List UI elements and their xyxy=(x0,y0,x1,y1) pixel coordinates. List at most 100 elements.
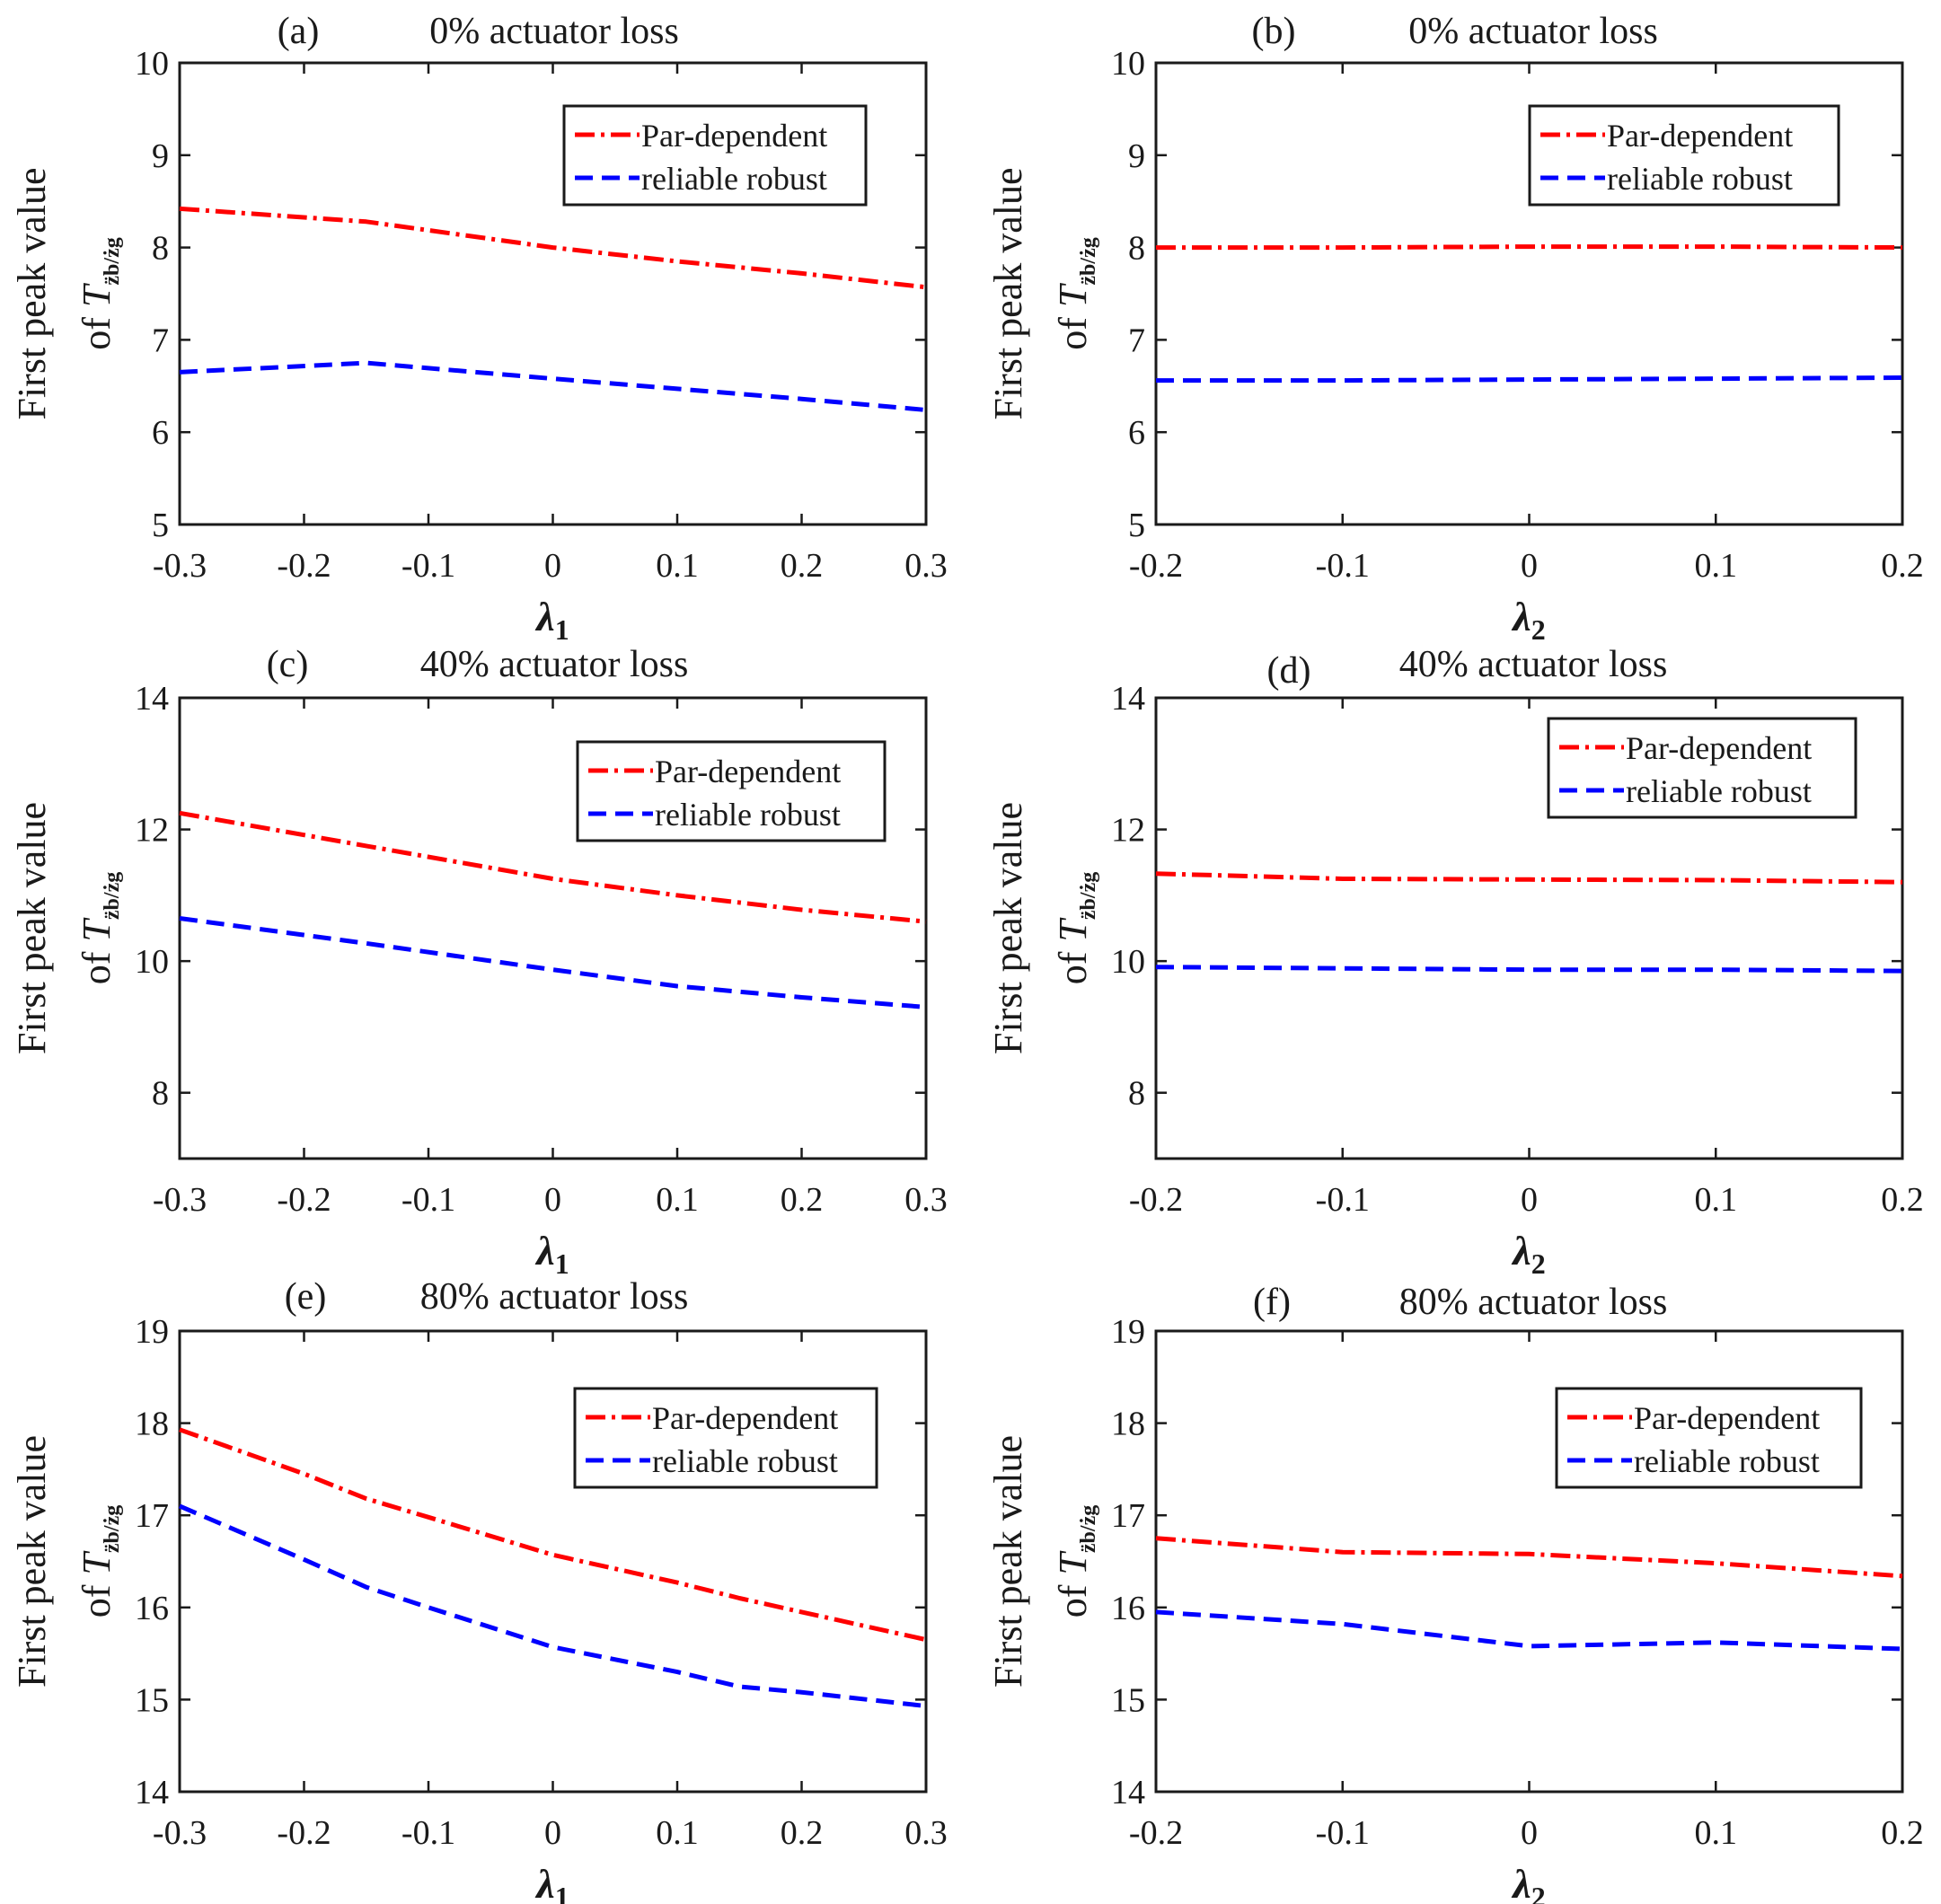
legend: Par-dependent reliable robust xyxy=(1555,1387,1863,1489)
chart-panel-3: -0.3 -0.2 -0.1 0 0.1 0.2 0.3 8 10 12 14 Par-depende… xyxy=(10,644,948,1280)
y-tick-label: 17 xyxy=(135,1497,169,1535)
par-dependent-line xyxy=(1156,244,1903,251)
y-tick-label: 8 xyxy=(1128,1075,1145,1113)
x-tick-label: -0.2 xyxy=(277,1814,331,1852)
x-tick-label: -0.3 xyxy=(153,1181,207,1219)
legend-label: reliable robust xyxy=(1607,161,1793,197)
x-axis-label: λ1 xyxy=(534,1861,569,1904)
x-tick-label: -0.1 xyxy=(1316,547,1370,585)
x-tick-label: 0.1 xyxy=(1695,1814,1738,1852)
reliable-robust-line xyxy=(179,916,927,1009)
y-tick-label: 14 xyxy=(1111,1774,1145,1811)
y-axis-label-prefix: of xyxy=(75,1575,119,1618)
panel-title: 0% actuator loss xyxy=(429,11,679,52)
legend-label: Par-dependent xyxy=(1634,1400,1820,1436)
x-tick-label: 0 xyxy=(1521,1814,1538,1852)
y-tick-label: 9 xyxy=(152,137,169,175)
y-tick-label: 18 xyxy=(1111,1406,1145,1443)
reliable-robust-line xyxy=(1156,375,1903,383)
lambda-symbol: λ xyxy=(1511,1861,1531,1904)
lambda-subscript: 1 xyxy=(555,1247,569,1280)
y-tick-label: 10 xyxy=(1111,45,1145,83)
x-tick-label: 0.2 xyxy=(781,1181,824,1219)
panel-letter: (e) xyxy=(285,1276,327,1318)
y-tick-label: 10 xyxy=(135,45,169,83)
panel-title: 80% actuator loss xyxy=(1399,1282,1668,1323)
chart-panel-1: -0.3 -0.2 -0.1 0 0.1 0.2 0.3 5 6 7 8 9 10 Par-depende… xyxy=(10,11,948,646)
y-tick-label: 14 xyxy=(1111,680,1145,718)
legend-label: reliable robust xyxy=(652,1443,838,1479)
legend-box xyxy=(562,104,868,207)
y-tick-label: 18 xyxy=(135,1406,169,1443)
x-tick-label: 0.1 xyxy=(1695,1181,1738,1219)
legend-label: Par-dependent xyxy=(652,1400,838,1436)
y-tick-label: 19 xyxy=(135,1313,169,1351)
x-tick-label: 0 xyxy=(544,547,561,585)
legend: Par-dependent reliable robust xyxy=(562,104,868,207)
chart-panel-6: -0.2 -0.1 0 0.1 0.2 14 15 16 17 18 19 Par-dependent… xyxy=(986,1282,1924,1904)
par-dependent-line xyxy=(179,1427,927,1643)
x-axis-label: λ2 xyxy=(1511,1228,1545,1280)
legend: Par-dependent reliable robust xyxy=(1547,717,1857,819)
y-axis-label-prefix: of xyxy=(75,307,119,350)
x-tick-label: 0.2 xyxy=(1881,1814,1924,1852)
y-tick-label: 9 xyxy=(1128,137,1145,175)
x-tick-label: 0 xyxy=(1521,1181,1538,1219)
legend-box xyxy=(1528,104,1840,207)
lambda-subscript: 1 xyxy=(555,1881,569,1904)
y-axis-label-subscript: z̈b/żg xyxy=(101,1505,124,1553)
x-tick-label: 0.1 xyxy=(656,1814,699,1852)
y-tick-label: 16 xyxy=(135,1590,169,1627)
x-tick-label: -0.1 xyxy=(401,1814,455,1852)
y-axis-label-line1: First peak value xyxy=(10,802,54,1054)
y-tick-label: 15 xyxy=(135,1681,169,1719)
lambda-subscript: 2 xyxy=(1531,1247,1546,1280)
panel-letter: (c) xyxy=(267,644,309,685)
y-tick-label: 5 xyxy=(1128,507,1145,544)
y-axis-label-symbol: T xyxy=(1051,1550,1095,1575)
y-tick-label: 19 xyxy=(1111,1313,1145,1351)
x-tick-label: 0.2 xyxy=(781,547,824,585)
par-dependent-line xyxy=(1155,871,1903,885)
lambda-symbol: λ xyxy=(1511,1228,1531,1274)
y-axis-label-subscript: z̈b/żg xyxy=(1077,237,1100,285)
y-axis-label-line1: First peak value xyxy=(986,802,1030,1054)
y-axis-label-symbol: T xyxy=(1051,917,1095,942)
legend: Par-dependent reliable robust xyxy=(576,740,887,842)
y-axis-label-prefix: of xyxy=(1051,307,1095,350)
y-tick-label: 7 xyxy=(1128,322,1145,359)
y-tick-label: 8 xyxy=(152,230,169,268)
legend-label: reliable robust xyxy=(1634,1443,1820,1479)
y-tick-label: 15 xyxy=(1111,1681,1145,1719)
y-axis-label-line1: First peak value xyxy=(10,167,54,419)
x-tick-label: -0.3 xyxy=(153,1814,207,1852)
y-tick-label: 8 xyxy=(1128,230,1145,268)
legend-box xyxy=(576,740,887,842)
y-tick-label: 6 xyxy=(1128,414,1145,452)
y-tick-label: 10 xyxy=(135,943,169,981)
y-axis-label-line2: of Tz̈b/żg xyxy=(1051,237,1100,349)
y-axis-label-prefix: of xyxy=(1051,942,1095,985)
legend-box xyxy=(573,1387,878,1489)
reliable-robust-line xyxy=(179,360,927,412)
y-tick-label: 17 xyxy=(1111,1497,1145,1535)
x-tick-label: -0.3 xyxy=(153,547,207,585)
lambda-symbol: λ xyxy=(534,1861,554,1904)
y-axis-label-symbol: T xyxy=(1051,282,1095,307)
y-tick-label: 8 xyxy=(152,1075,169,1113)
x-tick-label: 0.1 xyxy=(1695,547,1738,585)
panel-letter: (a) xyxy=(278,11,320,52)
x-axis-label: λ1 xyxy=(534,594,569,646)
x-tick-label: -0.1 xyxy=(401,1181,455,1219)
legend-label: reliable robust xyxy=(641,161,827,197)
y-tick-label: 7 xyxy=(152,322,169,359)
reliable-robust-line xyxy=(179,1503,927,1709)
x-axis-label: λ1 xyxy=(534,1228,569,1280)
x-tick-label: 0.3 xyxy=(904,1814,948,1852)
y-axis-label-symbol: T xyxy=(75,1550,119,1575)
legend: Par-dependent reliable robust xyxy=(1528,104,1840,207)
y-tick-label: 14 xyxy=(135,680,169,718)
legend: Par-dependent reliable robust xyxy=(573,1387,878,1489)
y-axis-label-line2: of Tz̈b/żg xyxy=(1051,1505,1100,1618)
